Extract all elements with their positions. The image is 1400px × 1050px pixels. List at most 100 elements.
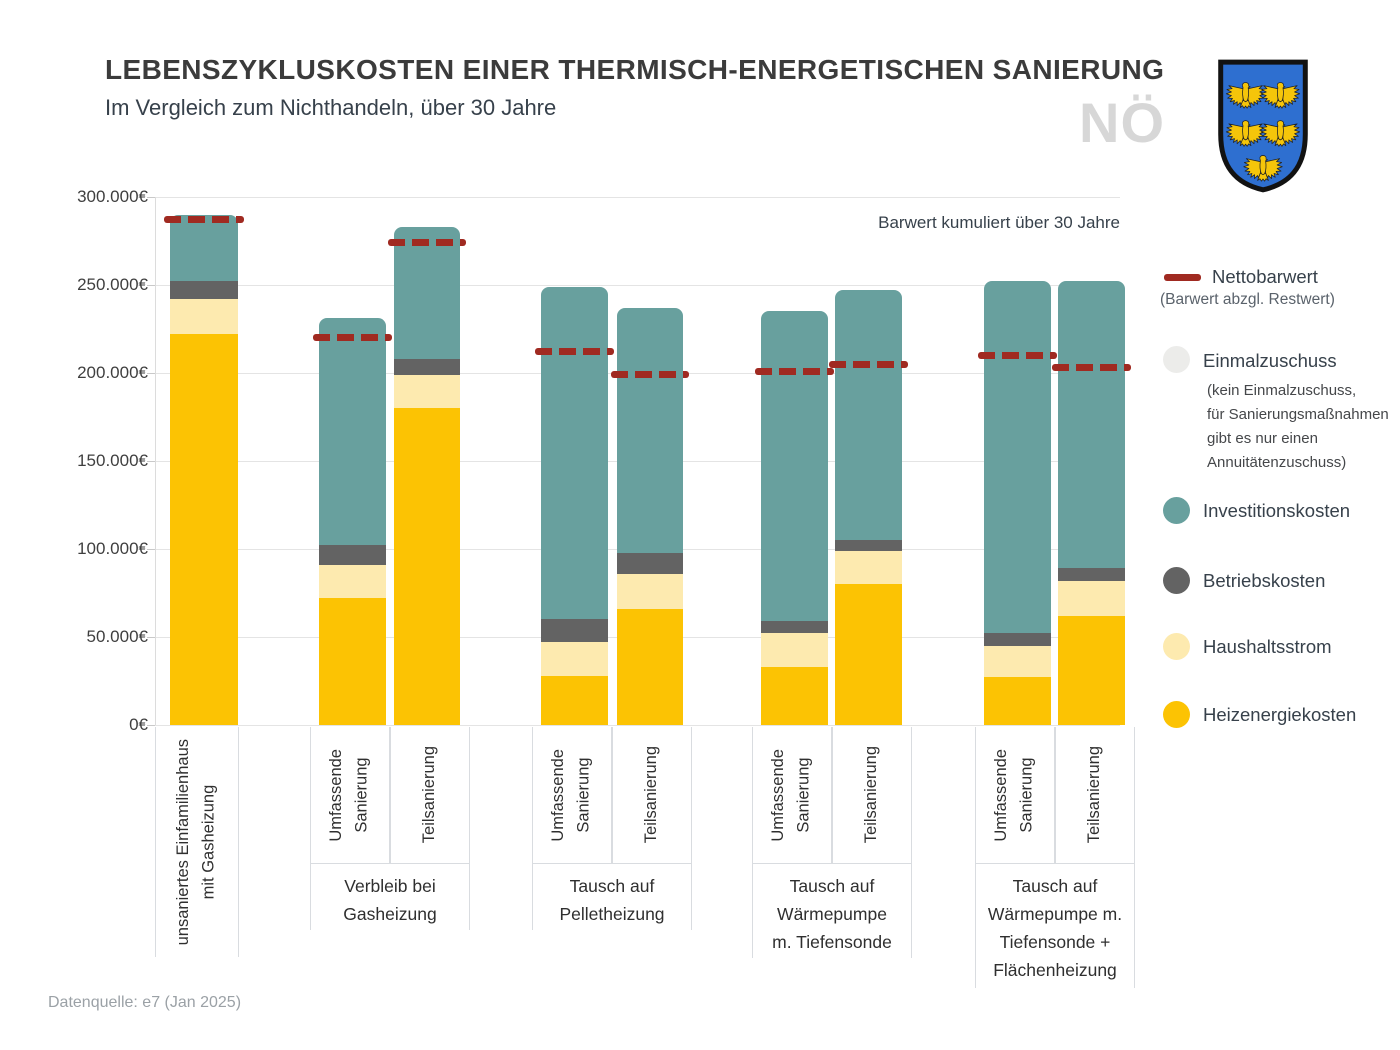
page-subtitle: Im Vergleich zum Nichthandeln, über 30 J… [105, 95, 557, 120]
x-label-rotated: Umfassende Sanierung [549, 748, 593, 842]
y-axis-tick [147, 373, 155, 374]
bar-segment-investitionskosten [984, 281, 1051, 633]
nettobarwert-line [313, 334, 392, 342]
investitionskosten-legend-label: Investitionskosten [1203, 500, 1351, 521]
bar-segment-heizenergiekosten [541, 676, 608, 725]
heizenergiekosten-legend-label: Heizenergiekosten [1203, 704, 1357, 725]
nettobarwert-line [755, 367, 834, 375]
einmalzuschuss-note-line: gibt es nur einen [1207, 430, 1318, 447]
x-label-rotated: unsaniertes Einfamilienhaus mit Gasheizu… [174, 738, 218, 946]
heizenergiekosten-legend-swatch [1163, 701, 1190, 728]
x-group-label: Tausch auf Wärmepumpe m. Tiefensonde + Fläc… [975, 863, 1135, 988]
bar-segment-investitionskosten [1058, 281, 1125, 568]
bar-segment-investitionskosten [835, 290, 902, 540]
bar-segment-betriebskosten [984, 633, 1051, 646]
x-label-cell: Umfassende Sanierung [532, 727, 612, 863]
nettobarwert-line [1052, 364, 1131, 372]
bar-segment-investitionskosten [541, 287, 608, 619]
x-label-cell: Umfassende Sanierung [752, 727, 832, 863]
plot-annotation: Barwert kumuliert über 30 Jahre [878, 213, 1120, 232]
y-axis-tick [147, 725, 155, 726]
y-axis-tick-label: 250.000€ [77, 275, 148, 294]
page-title: LEBENSZYKLUSKOSTEN EINER THERMISCH-ENERG… [105, 54, 1165, 85]
noe-watermark: NÖ [1079, 91, 1165, 154]
bar-segment-haushaltsstrom [1058, 581, 1125, 616]
x-label-divider [752, 863, 912, 864]
x-label-rotated: Teilsanierung [862, 746, 881, 844]
bar-segment-betriebskosten [170, 281, 238, 299]
bar-segment-investitionskosten [319, 318, 386, 545]
bar-segment-betriebskosten [541, 619, 608, 642]
bar-segment-investitionskosten [761, 311, 828, 621]
bar-segment-haushaltsstrom [170, 299, 238, 334]
bar-segment-haushaltsstrom [761, 633, 828, 667]
bar-segment-betriebskosten [835, 540, 902, 551]
gridline [155, 285, 1120, 286]
x-label-cell: Teilsanierung [390, 727, 470, 863]
x-label-divider [975, 863, 1135, 864]
bar-segment-heizenergiekosten [319, 598, 386, 725]
x-label-cell: Umfassende Sanierung [975, 727, 1055, 863]
bar-segment-betriebskosten [761, 621, 828, 633]
y-axis-tick [147, 637, 155, 638]
bar-segment-heizenergiekosten [394, 408, 460, 725]
gridline [155, 725, 1120, 726]
gridline [155, 197, 1120, 198]
y-axis-tick [147, 197, 155, 198]
bar-segment-heizenergiekosten [761, 667, 828, 725]
y-axis-tick-label: 300.000€ [77, 187, 148, 206]
bar-segment-haushaltsstrom [617, 574, 683, 609]
nettobarwert-line [978, 351, 1057, 359]
nettobarwert-line [535, 348, 614, 356]
x-label-rotated: Umfassende Sanierung [992, 748, 1036, 842]
nettobarwert-line [164, 216, 244, 224]
bar-segment-heizenergiekosten [1058, 616, 1125, 725]
bar-segment-haushaltsstrom [541, 642, 608, 676]
x-label-rotated: Teilsanierung [420, 746, 439, 844]
y-axis-tick-label: 100.000€ [77, 539, 148, 558]
x-label-rotated: Umfassende Sanierung [327, 748, 371, 842]
einmalzuschuss-legend-label: Einmalzuschuss [1203, 350, 1337, 371]
bar-segment-investitionskosten [394, 227, 460, 359]
y-axis-tick-label: 0€ [129, 715, 148, 734]
y-axis-tick [147, 461, 155, 462]
bar-segment-betriebskosten [1058, 568, 1125, 581]
nettobarwert-line [611, 371, 689, 379]
bar-segment-investitionskosten [170, 215, 238, 281]
x-group-label: Tausch auf Wärmepumpe m. Tiefensonde [752, 863, 912, 958]
x-label-cell: unsaniertes Einfamilienhaus mit Gasheizu… [155, 727, 239, 957]
haushaltsstrom-legend-label: Haushaltsstrom [1203, 636, 1332, 657]
y-axis-line [155, 197, 156, 725]
bar-segment-heizenergiekosten [984, 677, 1051, 725]
y-axis-tick-label: 150.000€ [77, 451, 148, 470]
x-label-divider [532, 863, 692, 864]
bar-segment-haushaltsstrom [319, 565, 386, 598]
y-axis-tick-label: 200.000€ [77, 363, 148, 382]
x-label-divider [310, 863, 470, 864]
bar-segment-haushaltsstrom [984, 646, 1051, 677]
nettobarwert-line [388, 239, 466, 247]
bar-segment-betriebskosten [319, 545, 386, 565]
einmalzuschuss-note-line: (kein Einmalzuschuss, [1207, 382, 1357, 399]
bar-segment-heizenergiekosten [170, 334, 238, 725]
einmalzuschuss-note-line: für Sanierungsmaßnahmen [1207, 406, 1389, 423]
y-axis-tick [147, 549, 155, 550]
x-label-rotated: Umfassende Sanierung [769, 748, 813, 842]
nettobarwert-legend-swatch [1164, 274, 1201, 281]
investitionskosten-legend-swatch [1163, 497, 1190, 524]
nettobarwert-legend-sublabel: (Barwert abzgl. Restwert) [1160, 291, 1335, 308]
x-group-label: Verbleib bei Gasheizung [310, 863, 470, 930]
einmalzuschuss-note-line: Annuitätenzuschuss) [1207, 454, 1347, 471]
y-axis-tick-label: 50.000€ [86, 627, 148, 646]
bar-segment-betriebskosten [617, 553, 683, 574]
x-label-cell: Teilsanierung [612, 727, 692, 863]
lower-austria-coat-of-arms [1218, 59, 1308, 193]
x-label-cell: Teilsanierung [1055, 727, 1135, 863]
x-label-rotated: Teilsanierung [1085, 746, 1104, 844]
x-group-label: Tausch auf Pelletheizung [532, 863, 692, 930]
y-axis-tick [147, 285, 155, 286]
betriebskosten-legend-swatch [1163, 567, 1190, 594]
bar-segment-betriebskosten [394, 359, 460, 375]
x-label-cell: Teilsanierung [832, 727, 912, 863]
